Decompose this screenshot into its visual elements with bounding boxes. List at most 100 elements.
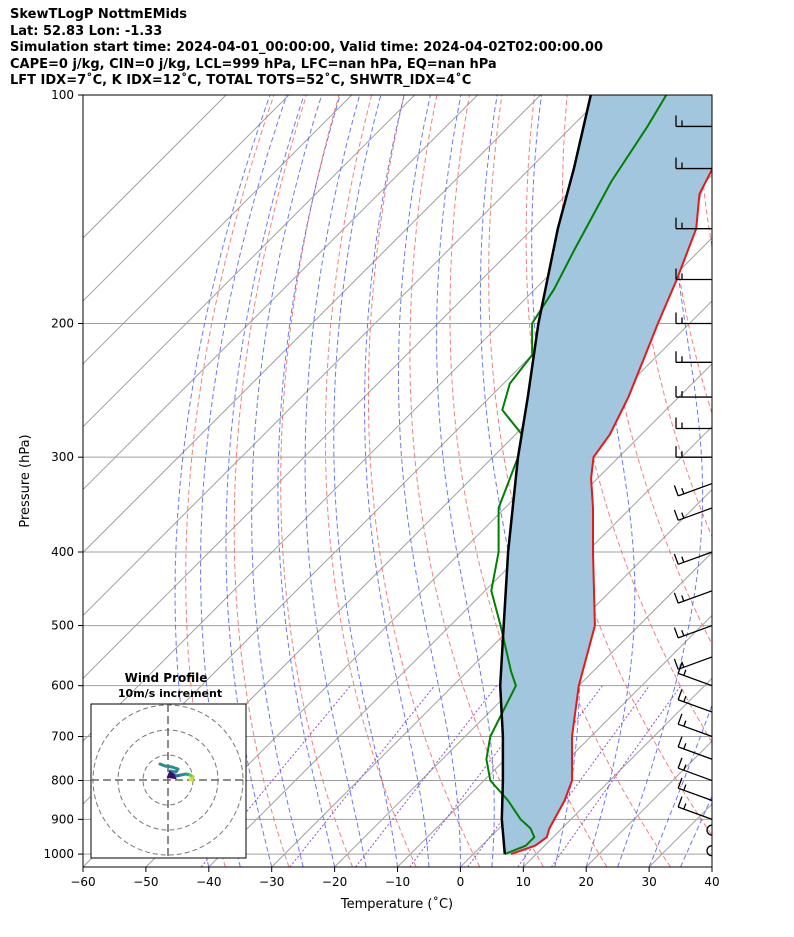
wind-barb-flag — [673, 658, 679, 670]
moist-adiabat — [617, 95, 704, 867]
y-axis-label: Pressure (hPa) — [18, 434, 33, 527]
x-tick-label: −10 — [385, 875, 410, 889]
moist-adiabat — [225, 95, 305, 867]
y-tick-label: 100 — [51, 88, 74, 102]
chart-header: SkewTLogP NottmEMids Lat: 52.83 Lon: -1.… — [10, 7, 790, 90]
y-tick-label: 700 — [51, 729, 74, 743]
isotherm-line — [460, 614, 712, 867]
dry-adiabat — [324, 95, 417, 867]
wind-barb-flag — [673, 553, 679, 565]
mixing-ratio-line — [200, 685, 351, 867]
parcel-profile — [498, 95, 593, 855]
wind-barb-flag — [683, 720, 687, 727]
moist-adiabat — [364, 95, 430, 867]
x-tick-label: 20 — [579, 875, 594, 889]
wind-barb — [673, 551, 712, 565]
isotherm-line — [83, 95, 478, 491]
moist-adiabat — [251, 95, 323, 867]
isotherm-line — [83, 95, 541, 554]
moist-adiabat — [200, 95, 288, 867]
y-tick-label: 200 — [51, 317, 74, 331]
hodograph-segment — [166, 770, 177, 780]
wind-barb-flag — [683, 743, 687, 750]
y-tick-label: 900 — [51, 812, 74, 826]
wind-barb-flag — [683, 764, 687, 771]
x-tick-label: 40 — [704, 875, 719, 889]
wind-barb-staff — [677, 656, 712, 670]
y-tick-label: 600 — [51, 679, 74, 693]
wind-barb — [677, 777, 712, 802]
cape-line: CAPE=0 j/kg, CIN=0 j/kg, LCL=999 hPa, LF… — [10, 56, 497, 72]
isotherm-line — [271, 425, 712, 867]
wind-barb-flag — [681, 487, 685, 495]
dry-adiabat — [730, 95, 794, 867]
hodograph-inset: Wind Profile 10m/s increment — [90, 671, 247, 859]
wind-barb-flag — [677, 713, 683, 725]
wind-barb — [675, 268, 712, 281]
wind-barb-flag — [673, 485, 679, 497]
isotherm-line — [334, 488, 712, 867]
wind-barb — [675, 351, 712, 363]
wind-barb-flag — [683, 695, 687, 703]
moist-adiabat — [680, 794, 712, 867]
moist-adiabat — [479, 95, 534, 867]
x-tick-label: −60 — [70, 875, 95, 889]
y-tick-label: 500 — [51, 619, 74, 633]
moist-adiabat — [174, 95, 271, 867]
mixing-ratio-line — [550, 685, 682, 867]
wind-barb — [673, 590, 712, 604]
moist-adiabat — [333, 95, 398, 867]
wind-barb-flag — [673, 627, 679, 639]
wind-barb-flag — [681, 512, 685, 519]
wind-barb-flag — [683, 803, 687, 810]
isotherm-line — [83, 95, 227, 239]
wind-barb — [673, 624, 712, 639]
wind-barb — [677, 796, 712, 820]
dry-adiabat — [763, 95, 794, 867]
moist-adiabat — [436, 95, 495, 867]
wind-barb-calm — [706, 845, 712, 857]
temperature-profile — [510, 167, 712, 856]
dewpoint-profile — [485, 95, 668, 856]
wind-barb — [673, 482, 712, 497]
y-tick-label: 800 — [51, 774, 74, 788]
wind-barb-staff — [677, 624, 712, 639]
hodograph-subtitle: 10m/s increment — [118, 687, 222, 700]
mixing-ratio-line — [289, 685, 435, 867]
x-tick-label: −20 — [322, 875, 347, 889]
wind-barb — [675, 446, 712, 458]
moist-adiabat — [398, 95, 461, 867]
dry-adiabat — [233, 95, 307, 867]
wind-barb-flag — [681, 556, 685, 563]
isotherm-line — [83, 95, 290, 302]
wind-barb — [677, 713, 712, 738]
y-tick-label: 1000 — [43, 847, 74, 861]
wind-barb-flag — [677, 689, 683, 700]
wind-barb — [677, 757, 712, 782]
dry-adiabat — [280, 95, 353, 867]
index-line: LFT IDX=7˚C, K IDX=12˚C, TOTAL TOTS=52˚C… — [10, 73, 472, 88]
wind-barb-staff — [677, 590, 712, 604]
isotherm-line — [83, 95, 353, 365]
dry-adiabat — [185, 95, 275, 867]
x-tick-label: 0 — [457, 875, 465, 889]
wind-barb-flag — [683, 669, 687, 676]
x-tick-label: −40 — [196, 875, 221, 889]
wind-barb-calm — [706, 824, 712, 836]
y-tick-label: 400 — [51, 545, 74, 559]
wind-barb-staff — [677, 507, 712, 521]
x-tick-label: −30 — [259, 875, 284, 889]
moist-adiabat — [711, 865, 712, 867]
wind-barb — [675, 217, 712, 230]
cin-shade-area — [500, 95, 712, 855]
isotherm-line — [522, 677, 712, 867]
hodograph-segment — [188, 777, 194, 782]
wind-barb-flag — [677, 757, 683, 769]
location-line: Lat: 52.83 Lon: -1.33 — [10, 23, 163, 39]
moist-adiabat — [648, 703, 712, 867]
dry-adiabat — [367, 95, 481, 867]
x-tick-label: 10 — [516, 875, 531, 889]
isotherm-line — [83, 95, 604, 617]
wind-barb-flag — [681, 595, 685, 602]
